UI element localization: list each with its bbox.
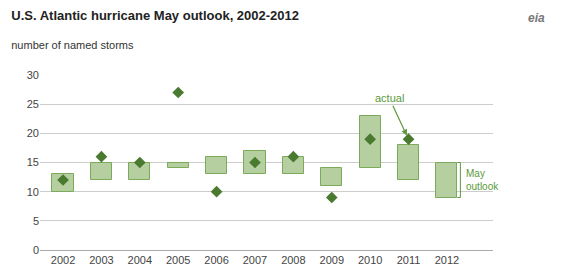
- svg-text:number of named storms: number of named storms: [11, 39, 134, 51]
- svg-text:2003: 2003: [89, 254, 113, 266]
- svg-text:2011: 2011: [397, 254, 421, 266]
- svg-text:Mayoutlook: Mayoutlook: [466, 168, 499, 192]
- svg-text:U.S. Atlantic hurricane May ou: U.S. Atlantic hurricane May outlook, 200…: [11, 8, 299, 23]
- svg-text:2002: 2002: [51, 254, 75, 266]
- svg-text:20: 20: [27, 127, 39, 139]
- svg-text:2004: 2004: [128, 254, 152, 266]
- svg-text:2005: 2005: [166, 254, 190, 266]
- svg-text:30: 30: [27, 69, 39, 81]
- svg-text:10: 10: [27, 186, 39, 198]
- svg-text:2009: 2009: [320, 254, 344, 266]
- svg-text:eia: eia: [528, 11, 545, 25]
- svg-text:2007: 2007: [243, 254, 267, 266]
- svg-text:25: 25: [27, 98, 39, 110]
- svg-text:2010: 2010: [358, 254, 382, 266]
- svg-text:0: 0: [33, 244, 39, 256]
- svg-text:2012: 2012: [435, 254, 459, 266]
- svg-text:15: 15: [27, 156, 39, 168]
- svg-text:2008: 2008: [281, 254, 305, 266]
- svg-text:actual: actual: [375, 92, 404, 104]
- svg-text:5: 5: [33, 215, 39, 227]
- svg-text:2006: 2006: [204, 254, 228, 266]
